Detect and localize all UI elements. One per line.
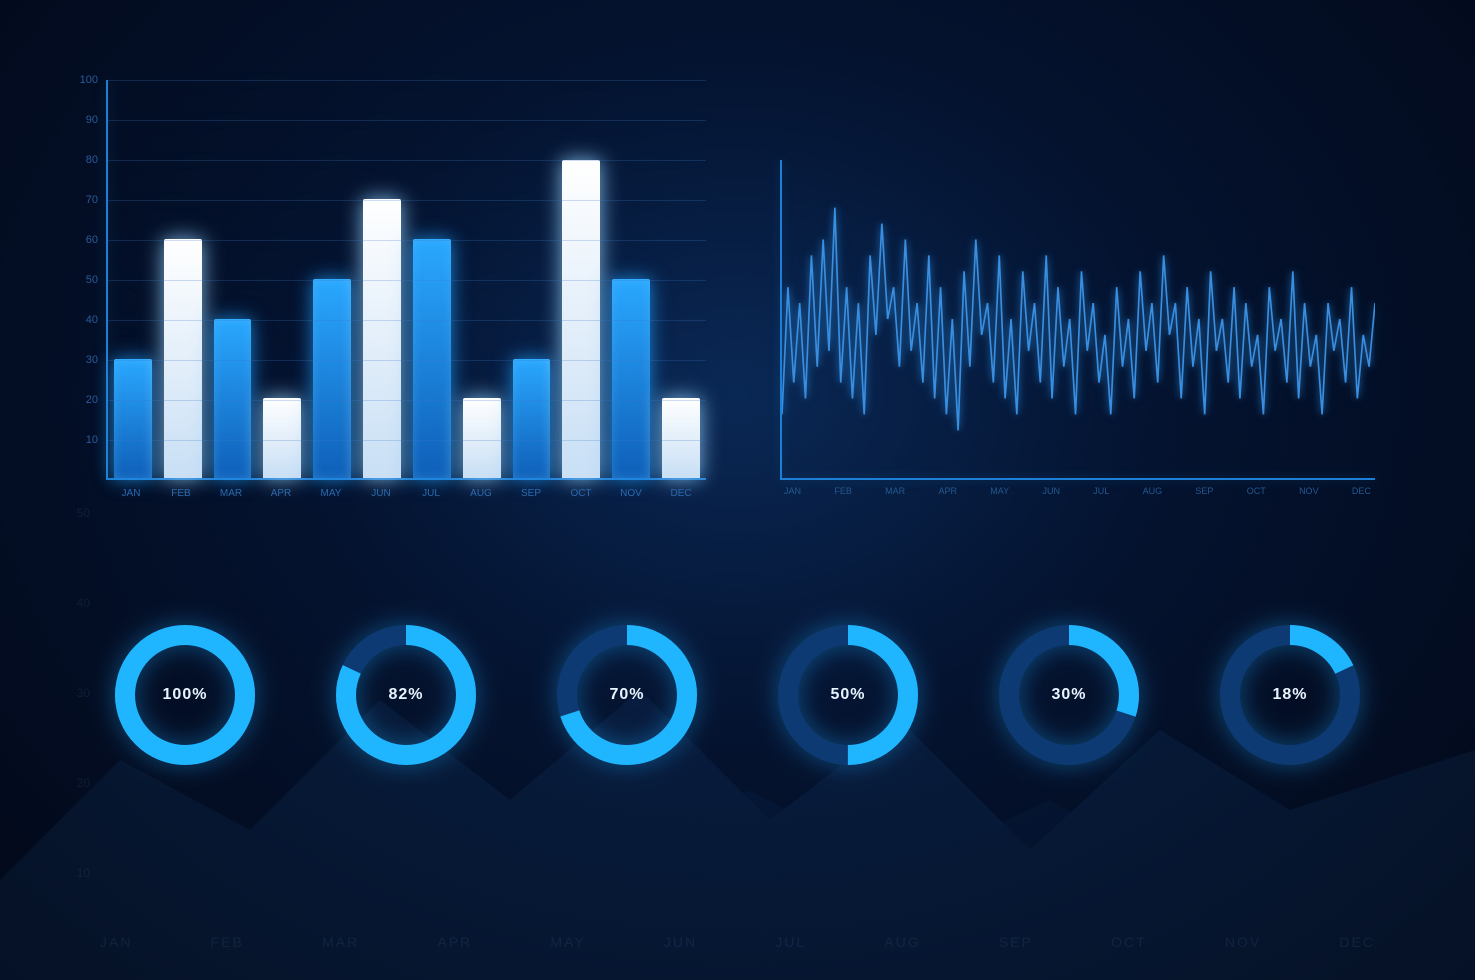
bar-x-tick: DEC xyxy=(662,488,700,499)
line-x-tick: MAR xyxy=(885,486,905,496)
line-x-tick: JUN xyxy=(1042,486,1060,496)
bar-y-axis: 102030405060708090100 xyxy=(60,80,98,480)
bar-x-tick: JUL xyxy=(412,488,450,499)
line-x-tick: APR xyxy=(938,486,957,496)
bar-jul xyxy=(413,239,451,478)
line-x-tick: MAY xyxy=(990,486,1009,496)
donut-label: 70% xyxy=(552,620,702,770)
line-x-tick: JUL xyxy=(1093,486,1109,496)
donut-label: 82% xyxy=(331,620,481,770)
bar-y-tick: 20 xyxy=(60,394,98,406)
line-x-tick: SEP xyxy=(1195,486,1213,496)
bar-y-tick: 10 xyxy=(60,434,98,446)
donut-label: 18% xyxy=(1215,620,1365,770)
line-x-tick: AUG xyxy=(1143,486,1163,496)
bar-y-tick: 30 xyxy=(60,354,98,366)
bar-aug xyxy=(463,398,501,478)
bar-gridline xyxy=(108,200,706,201)
bar-dec xyxy=(662,398,700,478)
bar-y-tick: 80 xyxy=(60,154,98,166)
line-chart: JAN FEB MAR APR MAY JUN JUL AUG SEP OCT NOV DEC xyxy=(780,160,1375,600)
bar-x-tick: APR xyxy=(262,488,300,499)
bar-gridline xyxy=(108,80,706,81)
donut-18: 18% xyxy=(1215,620,1365,770)
bar-y-tick: 100 xyxy=(60,74,98,86)
line-x-axis: JAN FEB MAR APR MAY JUN JUL AUG SEP OCT NOV DEC xyxy=(780,480,1375,496)
bar-gridline xyxy=(108,320,706,321)
donut-82: 82% xyxy=(331,620,481,770)
bar-jan xyxy=(114,359,152,478)
line-plot-area xyxy=(780,160,1375,480)
bar-feb xyxy=(164,239,202,478)
line-x-tick: OCT xyxy=(1247,486,1266,496)
bar-oct xyxy=(562,160,600,478)
donut-100: 100% xyxy=(110,620,260,770)
bar-x-tick: FEB xyxy=(162,488,200,499)
line-x-tick: JAN xyxy=(784,486,801,496)
bar-jun xyxy=(363,199,401,478)
line-svg xyxy=(782,160,1375,478)
bar-sep xyxy=(513,359,551,478)
bar-gridline xyxy=(108,160,706,161)
bar-y-tick: 90 xyxy=(60,114,98,126)
line-x-tick: DEC xyxy=(1352,486,1371,496)
bar-may xyxy=(313,279,351,478)
bar-apr xyxy=(263,398,301,478)
bar-gridline xyxy=(108,240,706,241)
bar-x-tick: OCT xyxy=(562,488,600,499)
bars-container xyxy=(108,80,706,478)
bar-gridline xyxy=(108,120,706,121)
donut-label: 50% xyxy=(773,620,923,770)
line-x-tick: NOV xyxy=(1299,486,1319,496)
bar-x-tick: NOV xyxy=(612,488,650,499)
bar-x-tick: JAN xyxy=(112,488,150,499)
top-row: 102030405060708090100 JANFEBMARAPRMAYJUN… xyxy=(100,80,1375,520)
bar-nov xyxy=(612,279,650,478)
bar-chart: 102030405060708090100 JANFEBMARAPRMAYJUN… xyxy=(100,80,720,520)
bar-x-tick: MAY xyxy=(312,488,350,499)
bar-plot-area xyxy=(106,80,706,480)
line-x-tick: FEB xyxy=(834,486,852,496)
bar-gridline xyxy=(108,280,706,281)
line-series xyxy=(782,208,1375,431)
bar-x-tick: JUN xyxy=(362,488,400,499)
bar-y-tick: 70 xyxy=(60,194,98,206)
donut-row: 100% 82% 70% 50% 30% 18% xyxy=(100,620,1375,770)
bar-x-axis: JAN FEB MAR APR MAY JUN JUL AUG SEP OCT NOV DEC xyxy=(106,488,706,499)
bar-gridline xyxy=(108,400,706,401)
bar-y-tick: 40 xyxy=(60,314,98,326)
bar-x-tick: AUG xyxy=(462,488,500,499)
bar-y-tick: 60 xyxy=(60,234,98,246)
dashboard: 10 20 30 40 50 60 70 80 90 100 JAN FEB MAR APR MAY JUN… xyxy=(0,0,1475,980)
donut-50: 50% xyxy=(773,620,923,770)
bar-mar xyxy=(214,319,252,478)
bar-gridline xyxy=(108,440,706,441)
bar-gridline xyxy=(108,360,706,361)
bar-y-tick: 50 xyxy=(60,274,98,286)
donut-30: 30% xyxy=(994,620,1144,770)
donut-label: 30% xyxy=(994,620,1144,770)
bar-x-tick: MAR xyxy=(212,488,250,499)
donut-label: 100% xyxy=(110,620,260,770)
bar-x-tick: SEP xyxy=(512,488,550,499)
donut-70: 70% xyxy=(552,620,702,770)
